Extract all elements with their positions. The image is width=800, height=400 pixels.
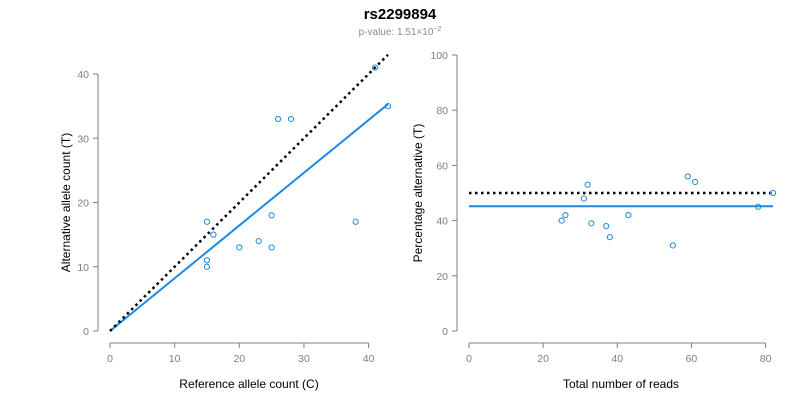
data-point <box>669 242 677 249</box>
y-tick-label: 10 <box>77 262 89 274</box>
data-point <box>588 220 595 227</box>
data-point <box>236 244 243 251</box>
data-point <box>203 257 211 264</box>
chart-subtitle: p-value: 1.51×10−2 <box>359 26 442 38</box>
data-point <box>287 115 295 123</box>
x-axis-title: Total number of reads <box>563 377 679 391</box>
data-point <box>692 178 699 186</box>
left-panel: 0 10 20 30 40 0 10 20 30 40 Reference allele count… <box>59 53 392 391</box>
x-tick-label: 40 <box>611 353 623 365</box>
x-tick-label: 0 <box>107 353 113 365</box>
x-tick-label: 30 <box>298 353 310 365</box>
x-tick-label: 60 <box>686 353 698 365</box>
x-tick-label: 0 <box>466 353 472 365</box>
data-point <box>755 203 762 210</box>
data-point <box>603 223 610 230</box>
data-point <box>684 173 691 180</box>
data-point <box>584 181 591 188</box>
x-tick-label: 80 <box>760 353 772 365</box>
data-point <box>371 64 379 71</box>
x-tick-label: 20 <box>537 353 549 365</box>
y-tick-label: 0 <box>442 326 448 338</box>
data-point <box>558 217 565 224</box>
y-tick-label: 100 <box>430 50 448 62</box>
reference-line <box>109 53 389 332</box>
data-point <box>352 218 359 225</box>
fit-line <box>109 103 389 332</box>
right-panel: 0 20 40 60 80 100 0 20 40 60 80 Total number of rea… <box>411 50 777 391</box>
data-point <box>210 231 217 238</box>
y-axis-title: Alternative allele count (T) <box>59 133 73 272</box>
y-tick-label: 80 <box>436 105 448 117</box>
y-tick-label: 20 <box>77 198 89 210</box>
y-tick-label: 30 <box>77 133 89 145</box>
data-point <box>203 218 211 225</box>
x-axis-title: Reference allele count (C) <box>179 377 318 391</box>
y-tick-label: 60 <box>436 160 448 172</box>
y-axis-title: Percentage alternative (T) <box>411 124 425 263</box>
x-tick-label: 40 <box>363 353 375 365</box>
x-tick-label: 10 <box>169 353 181 365</box>
data-point <box>562 211 569 219</box>
x-tick-label: 20 <box>233 353 245 365</box>
data-point <box>203 263 211 270</box>
subtitle-exponent: −2 <box>433 26 441 33</box>
chart-title: rs2299894 <box>364 6 437 23</box>
data-point <box>268 244 275 251</box>
y-tick-label: 40 <box>436 216 448 228</box>
y-tick-label: 40 <box>77 69 89 81</box>
y-tick-label: 0 <box>83 326 89 338</box>
data-point <box>268 212 275 219</box>
data-point <box>384 103 392 110</box>
subtitle-text: p-value: 1.51×10 <box>359 27 434 38</box>
data-point <box>625 211 632 219</box>
data-point <box>580 195 588 202</box>
data-point <box>274 115 282 123</box>
data-point <box>255 237 262 245</box>
y-tick-label: 20 <box>436 271 448 283</box>
data-point <box>606 234 613 241</box>
data-point <box>769 189 777 197</box>
